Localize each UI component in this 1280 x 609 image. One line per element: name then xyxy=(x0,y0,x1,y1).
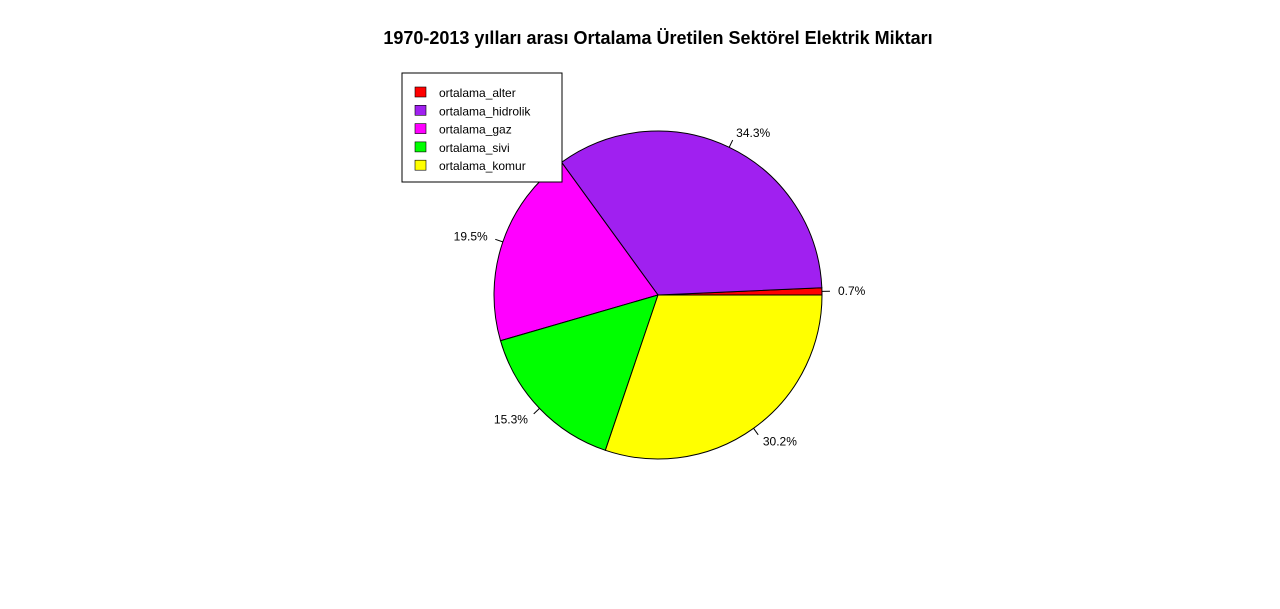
legend-label: ortalama_alter xyxy=(439,86,516,100)
slice-tick xyxy=(533,408,540,415)
legend-swatch xyxy=(414,105,427,116)
chart-title: 1970-2013 yılları arası Ortalama Üretile… xyxy=(383,28,932,48)
legend: ortalama_alter ortalama_hidrolik ortalama_… xyxy=(401,72,563,183)
pie-slices xyxy=(493,130,823,460)
slice-percent-label: 15.3% xyxy=(494,412,528,426)
legend-swatch xyxy=(414,159,427,171)
slice-percent-label: 19.5% xyxy=(454,230,488,244)
legend-swatch xyxy=(414,86,427,98)
legend-swatch xyxy=(414,123,427,134)
legend-box xyxy=(401,72,563,183)
slice-tick xyxy=(753,427,759,436)
slice-tick xyxy=(728,139,734,148)
legend-label: ortalama_sivi xyxy=(439,141,510,155)
legend-label: ortalama_gaz xyxy=(439,123,512,137)
pie-labels: 0.7% 34.3% 19.5% 15.3% 30.2% xyxy=(454,126,866,448)
slice-percent-label: 34.3% xyxy=(736,126,770,140)
slice-percent-label: 30.2% xyxy=(763,434,797,448)
pie-slice-ortalama-hidrolik xyxy=(560,130,823,296)
legend-label: ortalama_komur xyxy=(439,159,526,173)
legend-swatch xyxy=(414,141,427,153)
pie-slice-ortalama-komur xyxy=(604,294,823,460)
slice-tick xyxy=(495,238,504,243)
slice-percent-label: 0.7% xyxy=(838,284,866,298)
pie-slice-ortalama-sivi xyxy=(499,294,659,451)
legend-label: ortalama_hidrolik xyxy=(439,104,531,118)
